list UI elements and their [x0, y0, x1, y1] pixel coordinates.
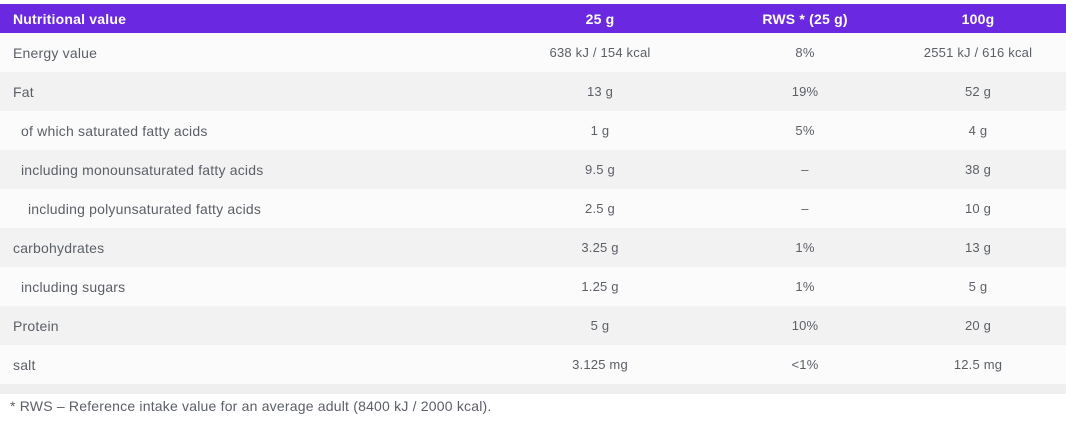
- value-rws-25g: <1%: [791, 357, 819, 372]
- value-per-100g: 5 g: [968, 279, 988, 294]
- value-per-25g: 1 g: [590, 123, 610, 138]
- header-per-100g: 100g: [961, 10, 995, 27]
- value-per-100g: 38 g: [964, 162, 992, 177]
- table-row-fat: Fat 13 g 19% 52 g: [0, 72, 1066, 111]
- nutrition-table: Nutritional value 25 g RWS * (25 g) 100g…: [0, 4, 1066, 417]
- value-per-25g: 3.125 mg: [572, 357, 628, 372]
- header-nutritional-value: Nutritional value: [13, 10, 127, 27]
- value-rws-25g: 5%: [795, 123, 815, 138]
- value-rws-25g: –: [801, 201, 809, 216]
- table-row-carbohydrates: carbohydrates 3.25 g 1% 13 g: [0, 228, 1066, 267]
- row-label: including sugars: [21, 278, 126, 295]
- value-per-100g: 4 g: [968, 123, 988, 138]
- value-per-100g: 12.5 mg: [953, 357, 1003, 372]
- table-row-energy-value: Energy value 638 kJ / 154 kcal 8% 2551 k…: [0, 33, 1066, 72]
- rws-footnote: * RWS – Reference intake value for an av…: [0, 394, 1066, 417]
- row-label: Protein: [13, 317, 59, 334]
- row-label: salt: [13, 356, 36, 373]
- header-per-25g: 25 g: [585, 10, 615, 27]
- table-row-polyunsaturated-fatty-acids: including polyunsaturated fatty acids 2.…: [0, 189, 1066, 228]
- row-label: Energy value: [13, 44, 98, 61]
- table-header-row: Nutritional value 25 g RWS * (25 g) 100g: [0, 4, 1066, 33]
- value-per-100g: 10 g: [964, 201, 992, 216]
- value-rws-25g: 10%: [791, 318, 819, 333]
- header-rws-25g: RWS * (25 g): [762, 10, 848, 27]
- value-rws-25g: 1%: [795, 240, 815, 255]
- table-row-sugars: including sugars 1.25 g 1% 5 g: [0, 267, 1066, 306]
- value-per-25g: 638 kJ / 154 kcal: [549, 45, 651, 60]
- value-per-25g: 2.5 g: [585, 201, 615, 216]
- row-label: of which saturated fatty acids: [21, 122, 208, 139]
- value-per-100g: 52 g: [964, 84, 992, 99]
- value-per-25g: 5 g: [590, 318, 610, 333]
- value-rws-25g: –: [801, 162, 809, 177]
- value-per-100g: 13 g: [964, 240, 992, 255]
- row-label: Fat: [13, 83, 34, 100]
- value-rws-25g: 8%: [795, 45, 815, 60]
- table-row-salt: salt 3.125 mg <1% 12.5 mg: [0, 345, 1066, 384]
- value-per-100g: 2551 kJ / 616 kcal: [923, 45, 1033, 60]
- value-per-25g: 1.25 g: [581, 279, 619, 294]
- table-row-saturated-fatty-acids: of which saturated fatty acids 1 g 5% 4 …: [0, 111, 1066, 150]
- value-rws-25g: 1%: [795, 279, 815, 294]
- row-label: including polyunsaturated fatty acids: [28, 200, 262, 217]
- value-per-25g: 9.5 g: [585, 162, 615, 177]
- table-row-protein: Protein 5 g 10% 20 g: [0, 306, 1066, 345]
- value-rws-25g: 19%: [791, 84, 819, 99]
- row-label: carbohydrates: [13, 239, 105, 256]
- footer-divider: [0, 384, 1066, 394]
- value-per-100g: 20 g: [964, 318, 992, 333]
- table-row-monounsaturated-fatty-acids: including monounsaturated fatty acids 9.…: [0, 150, 1066, 189]
- value-per-25g: 3.25 g: [581, 240, 619, 255]
- row-label: including monounsaturated fatty acids: [21, 161, 264, 178]
- value-per-25g: 13 g: [586, 84, 614, 99]
